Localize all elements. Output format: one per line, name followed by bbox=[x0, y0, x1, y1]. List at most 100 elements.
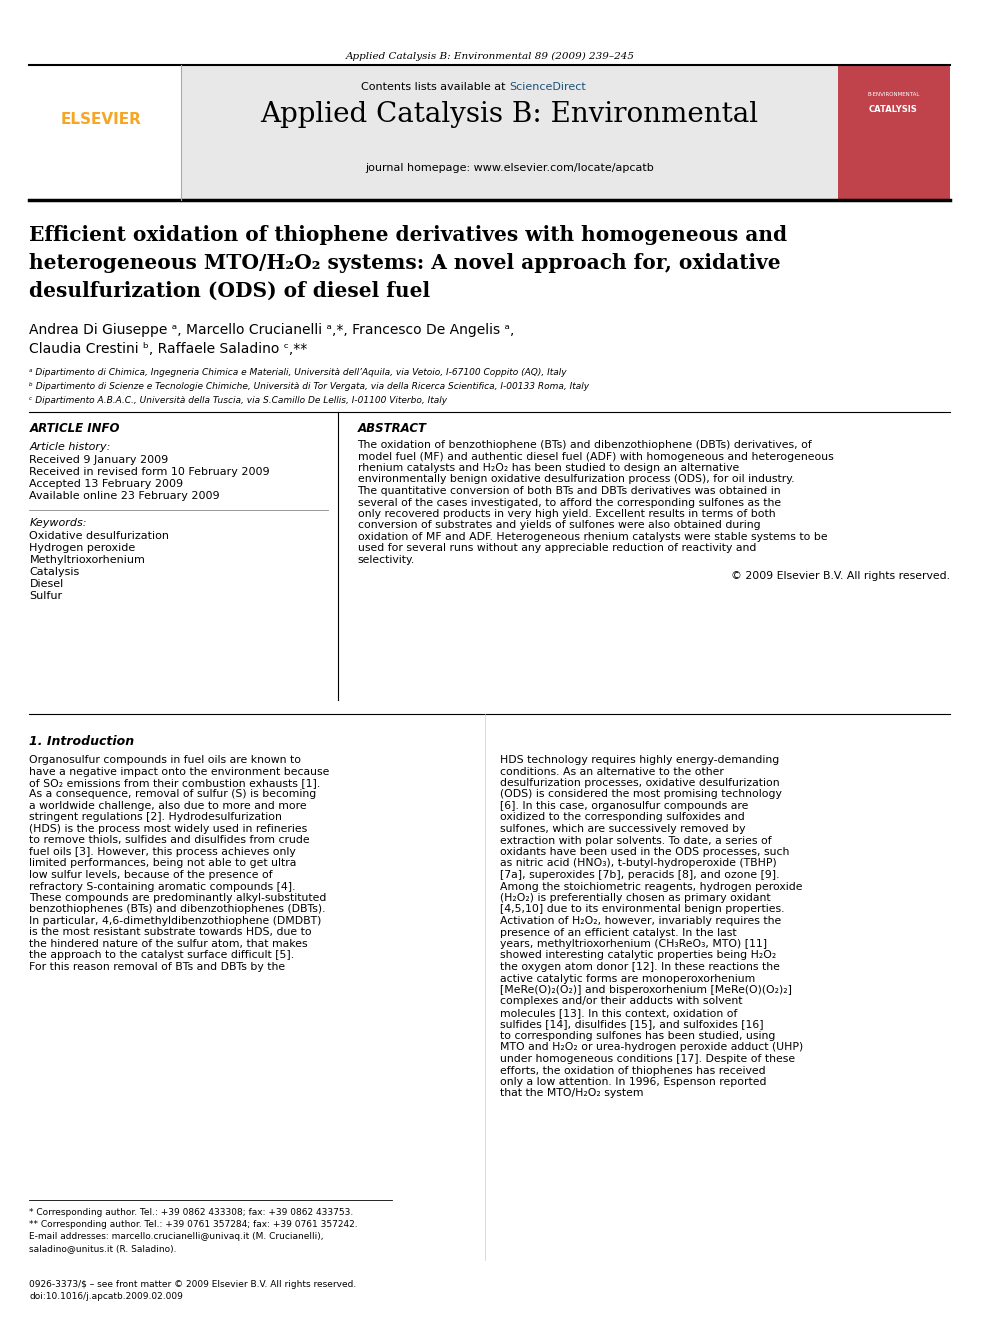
Text: (ODS) is considered the most promising technology: (ODS) is considered the most promising t… bbox=[500, 790, 782, 799]
Text: molecules [13]. In this context, oxidation of: molecules [13]. In this context, oxidati… bbox=[500, 1008, 737, 1017]
Text: ᵃ Dipartimento di Chimica, Ingegneria Chimica e Materiali, Università dell’Aquil: ᵃ Dipartimento di Chimica, Ingegneria Ch… bbox=[30, 368, 567, 377]
Bar bbox=[837, 65, 950, 200]
Text: MTO and H₂O₂ or urea-hydrogen peroxide adduct (UHP): MTO and H₂O₂ or urea-hydrogen peroxide a… bbox=[500, 1043, 803, 1053]
Text: to corresponding sulfones has been studied, using: to corresponding sulfones has been studi… bbox=[500, 1031, 775, 1041]
Text: Sulfur: Sulfur bbox=[30, 591, 62, 601]
Text: E-mail addresses: marcello.crucianelli@univaq.it (M. Crucianelli),: E-mail addresses: marcello.crucianelli@u… bbox=[30, 1232, 324, 1241]
Text: of SO₂ emissions from their combustion exhausts [1].: of SO₂ emissions from their combustion e… bbox=[30, 778, 320, 789]
Text: several of the cases investigated, to afford the corresponding sulfones as the: several of the cases investigated, to af… bbox=[357, 497, 781, 508]
Text: low sulfur levels, because of the presence of: low sulfur levels, because of the presen… bbox=[30, 871, 273, 880]
Text: ᶜ Dipartimento A.B.A.C., Università della Tuscia, via S.Camillo De Lellis, I-011: ᶜ Dipartimento A.B.A.C., Università dell… bbox=[30, 396, 447, 405]
Text: Received in revised form 10 February 2009: Received in revised form 10 February 200… bbox=[30, 467, 270, 478]
Text: under homogeneous conditions [17]. Despite of these: under homogeneous conditions [17]. Despi… bbox=[500, 1054, 795, 1064]
Text: B-ENVIRONMENTAL: B-ENVIRONMENTAL bbox=[867, 93, 920, 98]
Text: Oxidative desulfurization: Oxidative desulfurization bbox=[30, 531, 170, 541]
Text: complexes and/or their adducts with solvent: complexes and/or their adducts with solv… bbox=[500, 996, 742, 1007]
Text: desulfurization processes, oxidative desulfurization: desulfurization processes, oxidative des… bbox=[500, 778, 780, 789]
Text: Organosulfur compounds in fuel oils are known to: Organosulfur compounds in fuel oils are … bbox=[30, 755, 302, 765]
Text: to remove thiols, sulfides and disulfides from crude: to remove thiols, sulfides and disulfide… bbox=[30, 836, 310, 845]
Text: These compounds are predominantly alkyl-substituted: These compounds are predominantly alkyl-… bbox=[30, 893, 326, 904]
Text: [4,5,10] due to its environmental benign properties.: [4,5,10] due to its environmental benign… bbox=[500, 905, 784, 914]
Text: stringent regulations [2]. Hydrodesulfurization: stringent regulations [2]. Hydrodesulfur… bbox=[30, 812, 283, 823]
Text: ABSTRACT: ABSTRACT bbox=[357, 422, 427, 435]
Text: rhenium catalysts and H₂O₂ has been studied to design an alternative: rhenium catalysts and H₂O₂ has been stud… bbox=[357, 463, 739, 474]
Text: conditions. As an alternative to the other: conditions. As an alternative to the oth… bbox=[500, 766, 723, 777]
Text: Applied Catalysis B: Environmental: Applied Catalysis B: Environmental bbox=[260, 102, 759, 128]
Text: the oxygen atom donor [12]. In these reactions the: the oxygen atom donor [12]. In these rea… bbox=[500, 962, 780, 972]
Text: doi:10.1016/j.apcatb.2009.02.009: doi:10.1016/j.apcatb.2009.02.009 bbox=[30, 1293, 184, 1301]
Text: [6]. In this case, organosulfur compounds are: [6]. In this case, organosulfur compound… bbox=[500, 800, 748, 811]
Text: As a consequence, removal of sulfur (S) is becoming: As a consequence, removal of sulfur (S) … bbox=[30, 790, 316, 799]
Text: oxidized to the corresponding sulfoxides and: oxidized to the corresponding sulfoxides… bbox=[500, 812, 744, 823]
Text: benzothiophenes (BTs) and dibenzothiophenes (DBTs).: benzothiophenes (BTs) and dibenzothiophe… bbox=[30, 905, 326, 914]
Text: Contents lists available at: Contents lists available at bbox=[361, 82, 510, 93]
Text: CATALYSIS: CATALYSIS bbox=[869, 106, 918, 115]
Text: conversion of substrates and yields of sulfones were also obtained during: conversion of substrates and yields of s… bbox=[357, 520, 760, 531]
Bar bbox=[30, 65, 950, 200]
Text: [7a], superoxides [7b], peracids [8], and ozone [9].: [7a], superoxides [7b], peracids [8], an… bbox=[500, 871, 779, 880]
Text: The quantitative conversion of both BTs and DBTs derivatives was obtained in: The quantitative conversion of both BTs … bbox=[357, 486, 781, 496]
Text: Activation of H₂O₂, however, invariably requires the: Activation of H₂O₂, however, invariably … bbox=[500, 916, 781, 926]
Text: refractory S-containing aromatic compounds [4].: refractory S-containing aromatic compoun… bbox=[30, 881, 296, 892]
Text: heterogeneous MTO/H₂O₂ systems: A novel approach for, oxidative: heterogeneous MTO/H₂O₂ systems: A novel … bbox=[30, 253, 781, 273]
Text: © 2009 Elsevier B.V. All rights reserved.: © 2009 Elsevier B.V. All rights reserved… bbox=[731, 572, 950, 582]
Text: efforts, the oxidation of thiophenes has received: efforts, the oxidation of thiophenes has… bbox=[500, 1065, 765, 1076]
Text: The oxidation of benzothiophene (BTs) and dibenzothiophene (DBTs) derivatives, o: The oxidation of benzothiophene (BTs) an… bbox=[357, 441, 812, 450]
Text: model fuel (MF) and authentic diesel fuel (ADF) with homogeneous and heterogeneo: model fuel (MF) and authentic diesel fue… bbox=[357, 451, 833, 462]
Text: presence of an efficient catalyst. In the last: presence of an efficient catalyst. In th… bbox=[500, 927, 736, 938]
Text: 0926-3373/$ – see front matter © 2009 Elsevier B.V. All rights reserved.: 0926-3373/$ – see front matter © 2009 El… bbox=[30, 1279, 357, 1289]
Text: that the MTO/H₂O₂ system: that the MTO/H₂O₂ system bbox=[500, 1089, 643, 1098]
Text: ** Corresponding author. Tel.: +39 0761 357284; fax: +39 0761 357242.: ** Corresponding author. Tel.: +39 0761 … bbox=[30, 1220, 358, 1229]
Text: Claudia Crestini ᵇ, Raffaele Saladino ᶜ,**: Claudia Crestini ᵇ, Raffaele Saladino ᶜ,… bbox=[30, 343, 308, 356]
Text: environmentally benign oxidative desulfurization process (ODS), for oil industry: environmentally benign oxidative desulfu… bbox=[357, 475, 794, 484]
Text: only recovered products in very high yield. Excellent results in terms of both: only recovered products in very high yie… bbox=[357, 509, 775, 519]
Text: HDS technology requires highly energy-demanding: HDS technology requires highly energy-de… bbox=[500, 755, 779, 765]
Text: desulfurization (ODS) of diesel fuel: desulfurization (ODS) of diesel fuel bbox=[30, 280, 431, 302]
Text: a worldwide challenge, also due to more and more: a worldwide challenge, also due to more … bbox=[30, 800, 307, 811]
Text: fuel oils [3]. However, this process achieves only: fuel oils [3]. However, this process ach… bbox=[30, 847, 297, 857]
Text: * Corresponding author. Tel.: +39 0862 433308; fax: +39 0862 433753.: * Corresponding author. Tel.: +39 0862 4… bbox=[30, 1208, 353, 1217]
Text: Methyltrioxorhenium: Methyltrioxorhenium bbox=[30, 556, 145, 565]
Text: is the most resistant substrate towards HDS, due to: is the most resistant substrate towards … bbox=[30, 927, 312, 938]
Text: ARTICLE INFO: ARTICLE INFO bbox=[30, 422, 120, 435]
Text: showed interesting catalytic properties being H₂O₂: showed interesting catalytic properties … bbox=[500, 950, 776, 960]
Text: 1. Introduction: 1. Introduction bbox=[30, 736, 135, 747]
Text: Diesel: Diesel bbox=[30, 579, 63, 589]
Bar bbox=[30, 65, 182, 200]
Text: Hydrogen peroxide: Hydrogen peroxide bbox=[30, 542, 136, 553]
Text: ᵇ Dipartimento di Scienze e Tecnologie Chimiche, Università di Tor Vergata, via : ᵇ Dipartimento di Scienze e Tecnologie C… bbox=[30, 382, 589, 392]
Text: Efficient oxidation of thiophene derivatives with homogeneous and: Efficient oxidation of thiophene derivat… bbox=[30, 225, 788, 245]
Text: sulfones, which are successively removed by: sulfones, which are successively removed… bbox=[500, 824, 745, 833]
Text: used for several runs without any appreciable reduction of reactivity and: used for several runs without any apprec… bbox=[357, 544, 756, 553]
Text: the hindered nature of the sulfur atom, that makes: the hindered nature of the sulfur atom, … bbox=[30, 939, 308, 949]
Text: Keywords:: Keywords: bbox=[30, 519, 87, 528]
Text: sulfides [14], disulfides [15], and sulfoxides [16]: sulfides [14], disulfides [15], and sulf… bbox=[500, 1020, 763, 1029]
Text: In particular, 4,6-dimethyldibenzothiophene (DMDBT): In particular, 4,6-dimethyldibenzothioph… bbox=[30, 916, 321, 926]
Text: Andrea Di Giuseppe ᵃ, Marcello Crucianelli ᵃ,*, Francesco De Angelis ᵃ,: Andrea Di Giuseppe ᵃ, Marcello Crucianel… bbox=[30, 323, 515, 337]
Text: For this reason removal of BTs and DBTs by the: For this reason removal of BTs and DBTs … bbox=[30, 962, 286, 972]
Text: Received 9 January 2009: Received 9 January 2009 bbox=[30, 455, 169, 464]
Text: (H₂O₂) is preferentially chosen as primary oxidant: (H₂O₂) is preferentially chosen as prima… bbox=[500, 893, 770, 904]
Text: Applied Catalysis B: Environmental 89 (2009) 239–245: Applied Catalysis B: Environmental 89 (2… bbox=[345, 52, 634, 61]
Text: active catalytic forms are monoperoxorhenium: active catalytic forms are monoperoxorhe… bbox=[500, 974, 755, 983]
Text: ScienceDirect: ScienceDirect bbox=[510, 82, 586, 93]
Text: only a low attention. In 1996, Espenson reported: only a low attention. In 1996, Espenson … bbox=[500, 1077, 766, 1088]
Text: oxidants have been used in the ODS processes, such: oxidants have been used in the ODS proce… bbox=[500, 847, 789, 857]
Text: (HDS) is the process most widely used in refineries: (HDS) is the process most widely used in… bbox=[30, 824, 308, 833]
Text: the approach to the catalyst surface difficult [5].: the approach to the catalyst surface dif… bbox=[30, 950, 295, 960]
Text: Catalysis: Catalysis bbox=[30, 568, 79, 577]
Text: [MeRe(O)₂(O₂)] and bisperoxorhenium [MeRe(O)(O₂)₂]: [MeRe(O)₂(O₂)] and bisperoxorhenium [MeR… bbox=[500, 986, 792, 995]
Text: limited performances, being not able to get ultra: limited performances, being not able to … bbox=[30, 859, 297, 868]
Text: Article history:: Article history: bbox=[30, 442, 111, 452]
Text: saladino@unitus.it (R. Saladino).: saladino@unitus.it (R. Saladino). bbox=[30, 1244, 177, 1253]
Text: have a negative impact onto the environment because: have a negative impact onto the environm… bbox=[30, 766, 329, 777]
Text: selectivity.: selectivity. bbox=[357, 556, 415, 565]
Text: years, methyltrioxorhenium (CH₃ReO₃, MTO) [11]: years, methyltrioxorhenium (CH₃ReO₃, MTO… bbox=[500, 939, 767, 949]
Text: Available online 23 February 2009: Available online 23 February 2009 bbox=[30, 491, 220, 501]
Text: ELSEVIER: ELSEVIER bbox=[61, 112, 141, 127]
Text: extraction with polar solvents. To date, a series of: extraction with polar solvents. To date,… bbox=[500, 836, 771, 845]
Text: Among the stoichiometric reagents, hydrogen peroxide: Among the stoichiometric reagents, hydro… bbox=[500, 881, 803, 892]
Text: journal homepage: www.elsevier.com/locate/apcatb: journal homepage: www.elsevier.com/locat… bbox=[365, 163, 654, 173]
Text: oxidation of MF and ADF. Heterogeneous rhenium catalysts were stable systems to : oxidation of MF and ADF. Heterogeneous r… bbox=[357, 532, 827, 542]
Text: Accepted 13 February 2009: Accepted 13 February 2009 bbox=[30, 479, 184, 490]
